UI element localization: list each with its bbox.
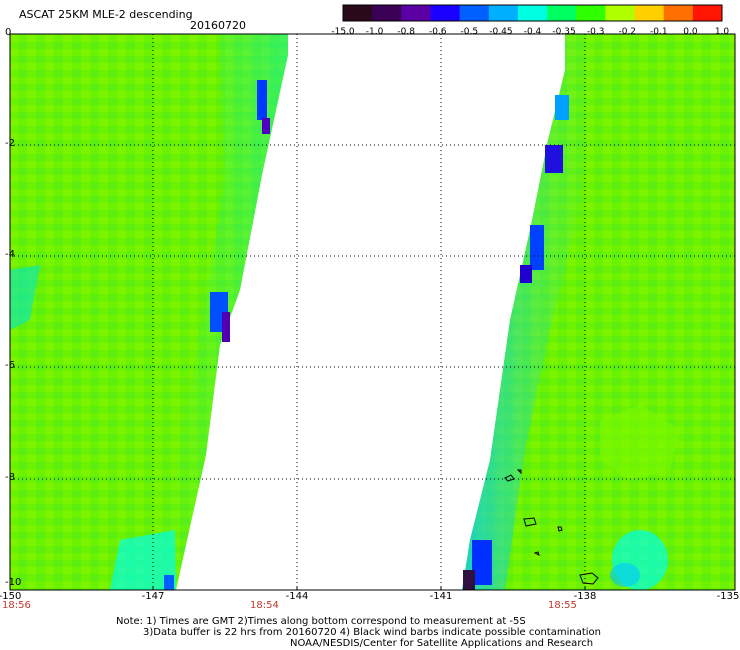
colorbar-label: 0.0 xyxy=(683,27,698,37)
colorbar-swatch xyxy=(401,5,431,21)
left-swath xyxy=(10,34,288,590)
colorbar-label: -1.0 xyxy=(365,27,384,37)
y-tick-label: -4 xyxy=(5,249,15,260)
colorbar-label: -0.45 xyxy=(489,27,513,37)
right-swath xyxy=(462,34,735,590)
x-tick-label: -141 xyxy=(429,591,453,602)
colorbar-swatch xyxy=(547,5,577,21)
y-tick-label: 0 xyxy=(5,27,12,38)
x-tick-label: -147 xyxy=(141,591,165,602)
colorbar-swatch xyxy=(692,5,723,21)
map-frame xyxy=(9,33,736,591)
colorbar-swatch xyxy=(488,5,519,21)
x-tick-label: -138 xyxy=(573,591,597,602)
colorbar-label: -0.5 xyxy=(460,27,479,37)
note-line-1: Note: 1) Times are GMT 2)Times along bot… xyxy=(116,616,526,627)
colorbar-swatch xyxy=(372,5,402,21)
colorbar-label: -0.6 xyxy=(428,27,447,37)
axis-tick-marks xyxy=(152,586,586,590)
colorbar-label: -0.4 xyxy=(523,27,542,37)
colorbar-label: -15.0 xyxy=(331,27,355,37)
colorbar-swatch xyxy=(634,5,665,21)
y-tick-label: -2 xyxy=(5,138,15,149)
map-date: 20160720 xyxy=(190,19,246,32)
x-tick-label: -150 xyxy=(0,591,22,602)
colorbar-swatch xyxy=(517,5,548,21)
note-line-3: NOAA/NESDIS/Center for Satellite Applica… xyxy=(290,638,594,649)
colorbar-swatch xyxy=(430,5,461,21)
time-label: 18:55 xyxy=(548,600,577,611)
colorbar-swatch xyxy=(605,5,636,21)
y-tick-label: -6 xyxy=(5,360,15,371)
colorbar-label: 1.0 xyxy=(714,27,730,37)
colorbar-swatch xyxy=(459,5,490,21)
x-tick-label: -144 xyxy=(285,591,309,602)
colorbar-label: -0.2 xyxy=(618,27,637,37)
x-tick-label: -135 xyxy=(716,591,740,602)
y-tick-label: -10 xyxy=(5,577,22,588)
time-label: 18:56 xyxy=(2,600,31,611)
colorbar-swatch xyxy=(576,5,606,21)
y-tick-label: -8 xyxy=(5,472,15,483)
map-title: ASCAT 25KM MLE-2 descending xyxy=(19,8,193,21)
colorbar-label: -0.1 xyxy=(650,27,668,37)
colorbar-frame xyxy=(342,4,723,22)
colorbar-label: -0.8 xyxy=(397,27,415,37)
grid-lines xyxy=(10,34,735,590)
colorbar xyxy=(342,4,723,22)
note-line-2: 3)Data buffer is 22 hrs from 20160720 4)… xyxy=(143,627,601,638)
colorbar-swatch xyxy=(663,5,694,21)
colorbar-label: -0.3 xyxy=(586,27,605,37)
time-label: 18:54 xyxy=(250,600,279,611)
colorbar-label: -0.35 xyxy=(552,27,576,37)
colorbar-swatch xyxy=(343,5,373,21)
